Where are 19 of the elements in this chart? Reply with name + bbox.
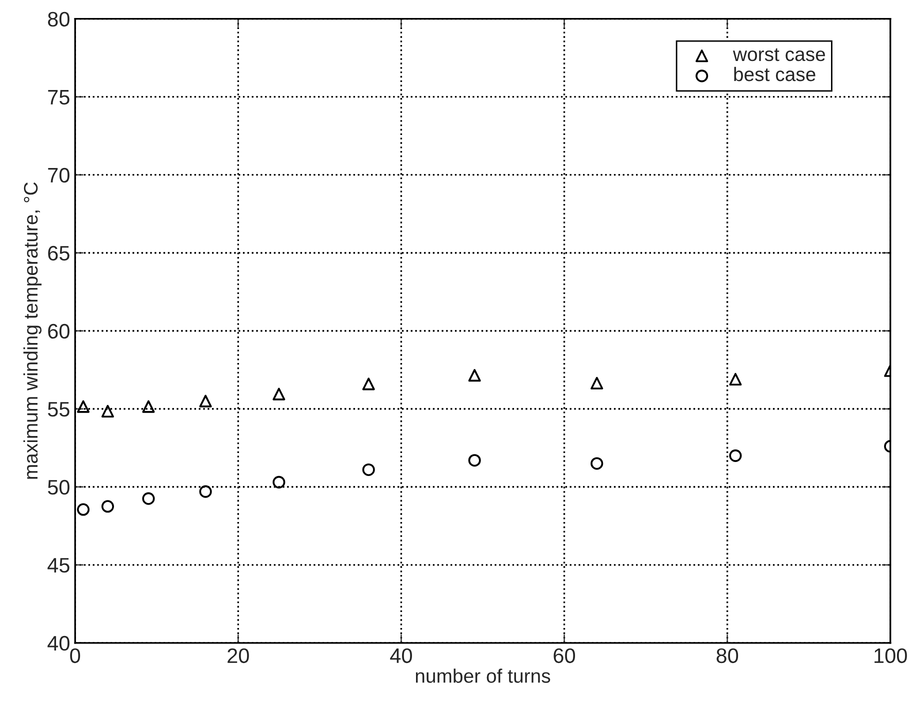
x-tick-label: 60 — [554, 648, 576, 664]
y-tick-label: 45 — [48, 558, 70, 573]
y-tick-label: 70 — [48, 168, 70, 183]
legend-label: best case — [734, 66, 816, 82]
x-axis-title: number of turns — [416, 668, 550, 683]
y-tick-label: 60 — [48, 324, 70, 339]
y-tick-label: 80 — [48, 12, 70, 27]
y-tick-label: 75 — [48, 90, 70, 105]
y-tick-label: 40 — [48, 636, 70, 651]
y-tick-label: 65 — [48, 246, 70, 261]
legend-label: worst case — [732, 48, 826, 62]
y-tick-label: 50 — [48, 480, 70, 495]
x-tick-label: 100 — [874, 648, 907, 664]
x-tick-label: 40 — [390, 648, 412, 664]
y-axis-title: maximum winding temperature, °C — [23, 182, 42, 479]
x-tick-label: 0 — [70, 648, 80, 664]
y-tick-label: 55 — [48, 402, 70, 417]
x-tick-label: 20 — [228, 648, 249, 664]
x-tick-label: 80 — [716, 648, 738, 664]
